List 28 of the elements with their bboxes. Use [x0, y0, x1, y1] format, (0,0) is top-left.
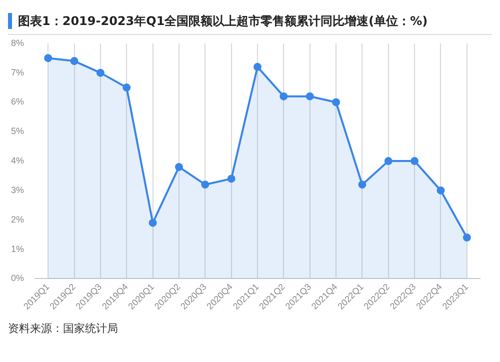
y-tick-label: 4% [10, 156, 24, 166]
point [70, 57, 78, 66]
point [280, 92, 288, 100]
y-tick-label: 0% [10, 273, 24, 284]
point [358, 180, 366, 189]
point [122, 84, 131, 92]
point [436, 186, 445, 194]
y-tick-label: 1% [10, 244, 24, 254]
point [410, 157, 419, 166]
point [462, 234, 471, 242]
y-tick-label: 3% [10, 184, 24, 195]
y-tick-label: 8% [10, 38, 24, 48]
y-tick-label: 5% [10, 126, 24, 136]
y-tick-label: 6% [10, 96, 24, 107]
point [201, 180, 210, 189]
y-tick-label: 7% [10, 67, 24, 78]
chart-title: 图表1：2019-2023年Q1全国限额以上超市零售额累计同比增速(单位：%) [18, 12, 428, 30]
point [174, 162, 183, 171]
point [254, 62, 262, 71]
point [306, 92, 314, 100]
text: 资料来源：国家统计局 [8, 321, 119, 336]
point [96, 68, 104, 77]
point [332, 98, 340, 106]
point [227, 174, 236, 183]
y-tick-label: 2% [10, 214, 24, 224]
point [44, 54, 52, 62]
point [384, 157, 392, 166]
point [148, 218, 157, 227]
